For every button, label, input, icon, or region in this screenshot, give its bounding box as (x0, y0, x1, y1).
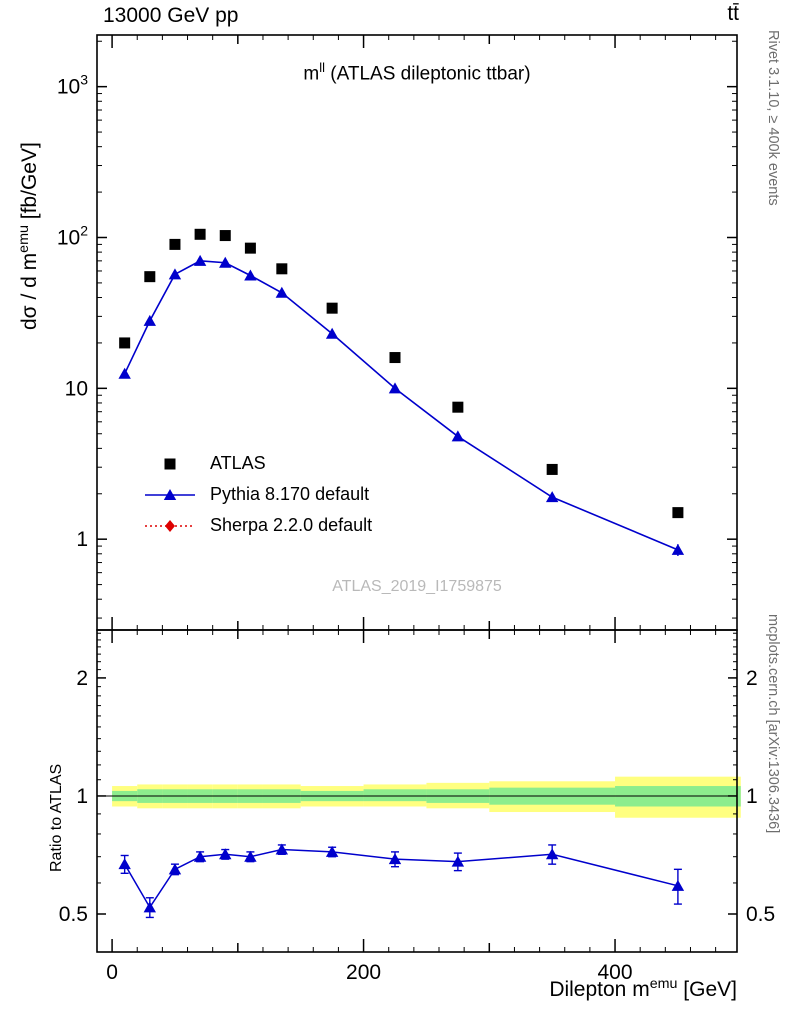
ratio-uncertainty-bands (97, 776, 741, 818)
svg-text:10: 10 (65, 377, 88, 400)
plot-title: mll (ATLAS dileptonic ttbar) (97, 60, 737, 85)
svg-text:0.5: 0.5 (746, 903, 775, 926)
svg-text:103: 103 (57, 72, 88, 99)
process-label: tt̄ (727, 2, 739, 25)
legend-label-atlas: ATLAS (210, 453, 266, 473)
svg-text:0: 0 (106, 961, 118, 984)
y-axis-label-units: [fb/GeV] (18, 142, 41, 226)
plot-title-sup: ll (319, 60, 325, 75)
sherpa-marker-icon (145, 519, 195, 532)
x-axis-label: Dilepton memu [GeV] (549, 976, 737, 1002)
svg-text:0.5: 0.5 (59, 903, 88, 926)
ratio-series-pythia (118, 843, 685, 919)
svg-text:1: 1 (76, 785, 88, 808)
x-axis-label-main: Dilepton m (549, 978, 650, 1001)
legend-item-pythia: Pythia 8.170 default (142, 479, 372, 510)
x-axis-label-units: [GeV] (677, 978, 737, 1001)
svg-text:400: 400 (598, 961, 633, 984)
analysis-id-watermark: ATLAS_2019_I1759875 (332, 578, 502, 595)
legend-item-atlas: ATLAS (142, 448, 372, 479)
axis-ticks: 0 200 400 1 10 102 103 0.5 0.5 1 1 2 2 (57, 35, 775, 984)
mcplots-reference-label: mcplots.cern.ch [arXiv:1306.3436] (765, 614, 781, 834)
top-series-atlas (119, 228, 684, 519)
svg-text:1: 1 (76, 528, 88, 551)
svg-text:1: 1 (746, 785, 758, 808)
x-axis-label-sup: emu (649, 976, 678, 992)
plot-title-rest: (ATLAS dileptonic ttbar) (325, 63, 531, 85)
legend: ATLAS Pythia 8.170 default Sherpa 2.2.0 … (142, 448, 372, 541)
rivet-version-label: Rivet 3.1.10, ≥ 400k events (765, 30, 781, 206)
svg-text:102: 102 (57, 222, 88, 249)
y-axis-label-main: dσ / d m (18, 252, 41, 330)
svg-text:200: 200 (346, 961, 381, 984)
beam-energy-label: 13000 GeV pp (103, 4, 239, 27)
atlas-marker-icon (164, 458, 176, 469)
svg-text:2: 2 (76, 667, 88, 690)
y-axis-label-sup: emu (16, 225, 32, 253)
ratio-y-axis-label: Ratio to ATLAS (48, 763, 65, 872)
panel-frames (96, 34, 738, 953)
svg-text:2: 2 (746, 667, 758, 690)
legend-item-sherpa: Sherpa 2.2.0 default (142, 510, 372, 541)
legend-label-sherpa: Sherpa 2.2.0 default (210, 515, 373, 535)
y-axis-label: dσ / d memu [fb/GeV] (16, 142, 42, 330)
top-series-pythia (118, 254, 685, 557)
pythia-marker-icon (145, 488, 195, 500)
plot-title-main: m (303, 63, 320, 85)
legend-label-pythia: Pythia 8.170 default (210, 484, 370, 504)
